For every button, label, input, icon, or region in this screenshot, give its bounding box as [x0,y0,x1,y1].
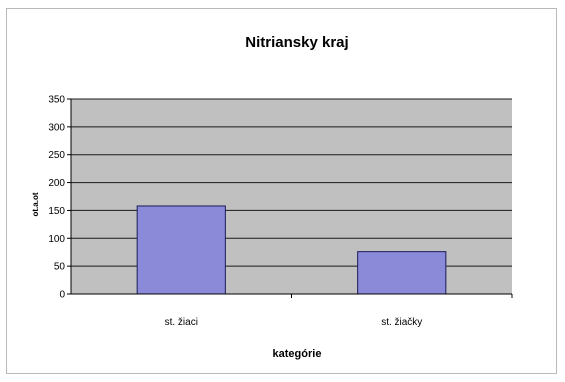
x-tick-label: st. žiaci [165,317,198,328]
y-tick-label: 0 [59,290,65,301]
x-axis-title: kategórie [273,348,322,360]
y-tick-label: 50 [54,262,66,273]
y-tick-label: 250 [48,150,65,161]
chart-title: Nitriansky kraj [245,34,348,51]
y-tick-label: 350 [48,95,65,106]
y-tick-label: 300 [48,122,65,133]
bars [136,205,447,295]
y-tick-label: 100 [48,234,65,245]
bar [136,205,226,295]
y-axis-title: ot.a.ot [31,192,40,216]
y-tick-label: 200 [48,178,65,189]
x-tick-label: st. žiačky [381,317,422,328]
y-axis-ticks: 0 50 100 150 200 250 300 350 [48,95,71,301]
x-axis-ticks: st. žiaci st. žiačky [165,294,513,328]
y-tick-label: 150 [48,206,65,217]
bar [357,251,447,295]
